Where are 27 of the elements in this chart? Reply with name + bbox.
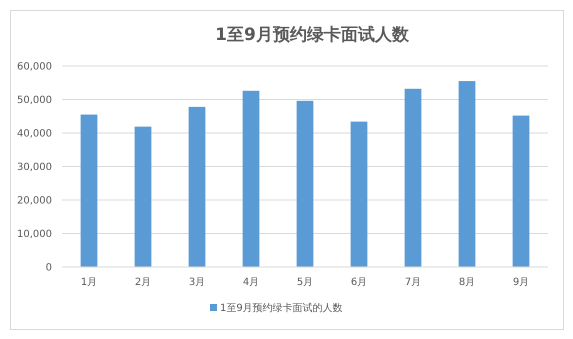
x-tick-label: 5月: [296, 277, 314, 288]
y-tick-label: 20,000: [17, 196, 52, 206]
y-tick-label: 30,000: [17, 162, 52, 173]
y-tick-label: 40,000: [17, 128, 52, 140]
x-tick-label: 8月: [458, 277, 476, 288]
bar: [404, 88, 422, 267]
bar: [350, 122, 368, 267]
y-tick-label: 60,000: [17, 62, 52, 72]
bar: [188, 106, 206, 267]
bar: [242, 90, 260, 267]
chart-title: 1至9月预约绿卡面试人数: [215, 25, 410, 45]
x-tick-label: 6月: [350, 277, 368, 288]
bar: [134, 126, 152, 267]
bar: [80, 114, 98, 267]
x-tick-label: 1月: [80, 277, 98, 288]
bar: [296, 100, 314, 267]
x-tick-label: 2月: [134, 277, 152, 288]
y-tick-label: 10,000: [17, 229, 52, 240]
x-tick-label: 3月: [188, 277, 206, 288]
x-tick-label: 7月: [404, 277, 422, 288]
y-tick-label: 0: [46, 262, 52, 274]
bar: [512, 116, 530, 267]
x-tick-label: 4月: [242, 277, 260, 288]
legend-label: 1至9月预约绿卡面试的人数: [220, 302, 343, 314]
bar: [458, 81, 476, 267]
y-tick-label: 50,000: [17, 95, 52, 106]
x-tick-label: 9月: [512, 277, 530, 288]
